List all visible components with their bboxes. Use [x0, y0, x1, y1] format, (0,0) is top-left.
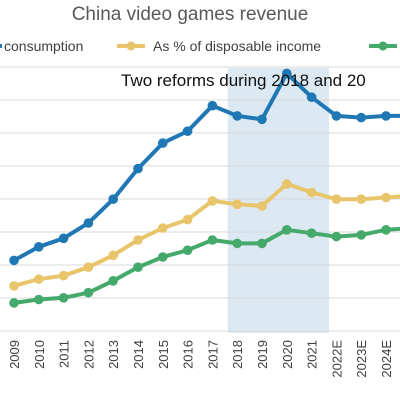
x-tick-label-2021: 2021 — [305, 340, 320, 369]
point-series1-2024E — [381, 192, 391, 203]
point-series1-2017 — [207, 196, 218, 206]
point-series2-2009 — [9, 298, 19, 308]
point-series0-2010 — [34, 242, 44, 252]
x-tick-label-2015: 2015 — [156, 340, 171, 369]
legend-marker-third-series — [378, 41, 388, 51]
point-series2-2022E — [331, 231, 342, 242]
x-tick-label-2020: 2020 — [280, 340, 295, 369]
chart-title: China video games revenue — [72, 4, 309, 25]
x-tick-label-2017: 2017 — [205, 340, 220, 369]
point-series2-2024E — [381, 225, 391, 235]
point-series0-2017 — [207, 100, 218, 111]
point-series2-2020 — [282, 225, 292, 235]
point-series2-2021 — [306, 228, 317, 238]
point-series2-2014 — [133, 262, 143, 273]
reform-period-highlight — [227, 68, 329, 333]
point-series1-2021 — [306, 187, 317, 198]
point-series2-2015 — [158, 252, 168, 262]
point-series2-2012 — [83, 287, 94, 298]
legend-label-consumption: consumption — [4, 38, 83, 54]
point-series2-2023E — [356, 230, 367, 240]
point-series1-2009 — [9, 281, 19, 291]
x-tick-label-2011: 2011 — [57, 340, 72, 368]
point-series1-2018 — [232, 199, 242, 210]
gridlines — [0, 66, 400, 332]
point-series0-2009 — [9, 255, 19, 266]
x-tick-label-2010: 2010 — [32, 340, 47, 369]
x-tick-label-2013: 2013 — [106, 340, 121, 369]
point-series1-2013 — [108, 250, 118, 261]
point-series2-2018 — [232, 238, 242, 249]
point-series1-2015 — [158, 223, 168, 233]
x-tick-labels: 2009 2010 2011 2012 2013 2014 2015 2016 2017 2018… — [7, 340, 394, 378]
point-series0-2020 — [282, 68, 292, 79]
series-layer — [9, 68, 400, 308]
point-series1-2022E — [331, 194, 342, 204]
point-series0-2015 — [158, 138, 168, 148]
point-series1-2014 — [133, 235, 143, 245]
x-tick-label-2016: 2016 — [181, 340, 196, 369]
x-tick-label-2012: 2012 — [81, 340, 96, 369]
point-series1-2010 — [34, 274, 44, 284]
legend-label-disposable-income: As % of disposable income — [153, 38, 321, 54]
point-series2-2010 — [34, 294, 44, 305]
reform-annotation: Two reforms during 2018 and 20 — [121, 71, 366, 90]
point-series0-2013 — [108, 194, 118, 204]
x-tick-label-2023E: 2023E — [354, 340, 369, 378]
point-series1-2023E — [356, 194, 367, 204]
point-series1-2016 — [182, 214, 193, 225]
point-series0-2022E — [331, 111, 342, 121]
point-series0-2024E — [381, 111, 391, 121]
legend-marker-disposable-income — [126, 41, 136, 51]
point-series1-2020 — [282, 179, 292, 189]
x-tick-label-2018: 2018 — [230, 340, 245, 369]
point-series0-2012 — [83, 218, 94, 228]
x-tick-label-2009: 2009 — [7, 340, 22, 369]
point-series2-2011 — [58, 293, 69, 303]
point-series0-2018 — [232, 111, 242, 121]
point-series1-2019 — [257, 201, 267, 211]
point-series2-2013 — [108, 276, 118, 286]
point-series0-2016 — [182, 126, 193, 136]
point-series0-2014 — [133, 163, 143, 174]
point-series0-2021 — [306, 92, 317, 102]
x-tick-label-2019: 2019 — [255, 340, 270, 369]
point-series1-2012 — [83, 262, 94, 273]
point-series0-2011 — [58, 233, 69, 244]
point-series0-2019 — [257, 114, 267, 125]
point-series2-2019 — [257, 238, 267, 249]
point-series2-2017 — [207, 235, 218, 245]
point-series1-2011 — [58, 270, 69, 281]
x-tick-label-2014: 2014 — [131, 340, 146, 369]
x-tick-label-2022E: 2022E — [329, 340, 344, 378]
point-series0-2023E — [356, 112, 367, 123]
x-tick-label-2024E: 2024E — [379, 340, 394, 378]
point-series2-2016 — [182, 245, 193, 255]
